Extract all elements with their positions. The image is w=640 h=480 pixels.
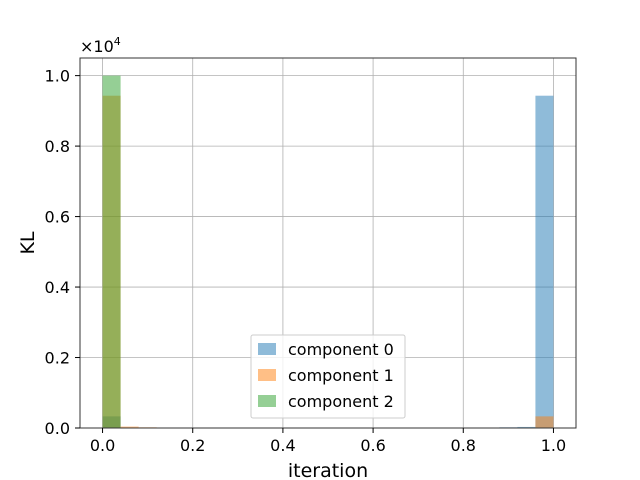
x-tick-label: 1.0 [541,436,566,455]
legend-label: component 0 [288,340,394,359]
legend-box [250,334,406,419]
y-axis-label: KL [17,231,39,254]
y-tick-label: 0.2 [45,349,70,368]
y-tick-label: 0.8 [45,137,70,156]
x-tick-label: 0.0 [90,436,115,455]
x-tick-label: 0.2 [180,436,205,455]
y-scale-exponent: 4 [114,35,121,48]
y-tick-label: 0.0 [45,419,70,438]
x-tick-label: 0.4 [270,436,295,455]
grid [80,58,576,429]
ticks: 0.0 0.2 0.4 0.6 0.8 1.0 0.0 0.2 0.4 0.6 0.8 1.0 [45,67,567,455]
legend-swatch [258,369,276,381]
bar-component-1 [120,426,139,428]
bars [102,75,554,428]
legend-swatch [258,395,276,407]
y-tick-label: 1.0 [45,67,70,86]
bar-component-0 [535,95,554,428]
bar-component-0 [517,426,536,428]
y-tick-label: 0.4 [45,278,70,297]
legend-swatch [258,343,276,355]
y-tick-label: 0.6 [45,208,70,227]
bar-component-2 [102,75,121,428]
legend-label: component 2 [288,392,394,411]
bar-component-1 [535,416,554,428]
x-tick-label: 0.6 [360,436,385,455]
y-scale-factor: ×104 [80,35,121,56]
legend: component 0 component 1 component 2 [250,334,406,419]
x-tick-label: 0.8 [451,436,476,455]
plot-frame [79,57,577,429]
x-axis-label: iteration [288,460,368,480]
legend-label: component 1 [288,366,394,385]
